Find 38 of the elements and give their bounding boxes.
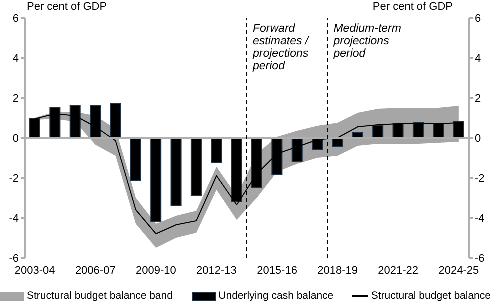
y-tick-label: 2 [12,92,19,105]
legend-label: Underlying cash balance [218,290,334,302]
legend-label: Structural budget balance band [26,290,173,302]
bar [211,138,222,164]
x-tick-label: 2009-10 [136,264,176,277]
y2-tick-label: 4 [475,52,482,65]
x-tick-label: 2003-04 [14,264,56,277]
bar [170,138,182,206]
bar [252,138,262,188]
y2-tick-label: 0 [475,132,482,145]
y-tick-label: -2 [9,172,19,185]
x-tick-label: 2012-13 [196,264,237,277]
x-tick-label: 2006-07 [75,264,116,277]
bar [272,138,283,176]
y-tick-label: 6 [12,12,19,25]
annotation: Forward estimates / projections period [252,23,310,72]
legend-label: Structural budget balance [370,290,491,302]
bar [130,138,142,182]
y-tick-label: 0 [12,132,19,145]
bar [292,138,303,162]
bar [150,138,162,222]
y2-tick-label: -4 [475,212,485,225]
x-tick-label: 2018-19 [318,264,358,277]
y2-tick-label: 2 [475,92,482,105]
bar [231,138,242,202]
y2-tick-label: -2 [475,172,485,185]
y-axis-title: Per cent of GDP [27,1,108,13]
y2-tick-label: -6 [475,252,485,265]
bar [190,138,202,196]
y-tick-label: 4 [12,52,19,65]
annotation: Medium-term projections period [332,23,402,60]
x-tick-label: 2015-16 [257,264,298,277]
y-tick-label: -4 [9,212,19,225]
x-tick-label: 2021-22 [378,264,419,277]
y2-axis-title: Per cent of GDP [372,1,453,13]
y2-tick-label: 6 [475,12,482,25]
x-tick-label: 2024-25 [438,264,480,277]
y-tick-label: -6 [9,252,19,265]
